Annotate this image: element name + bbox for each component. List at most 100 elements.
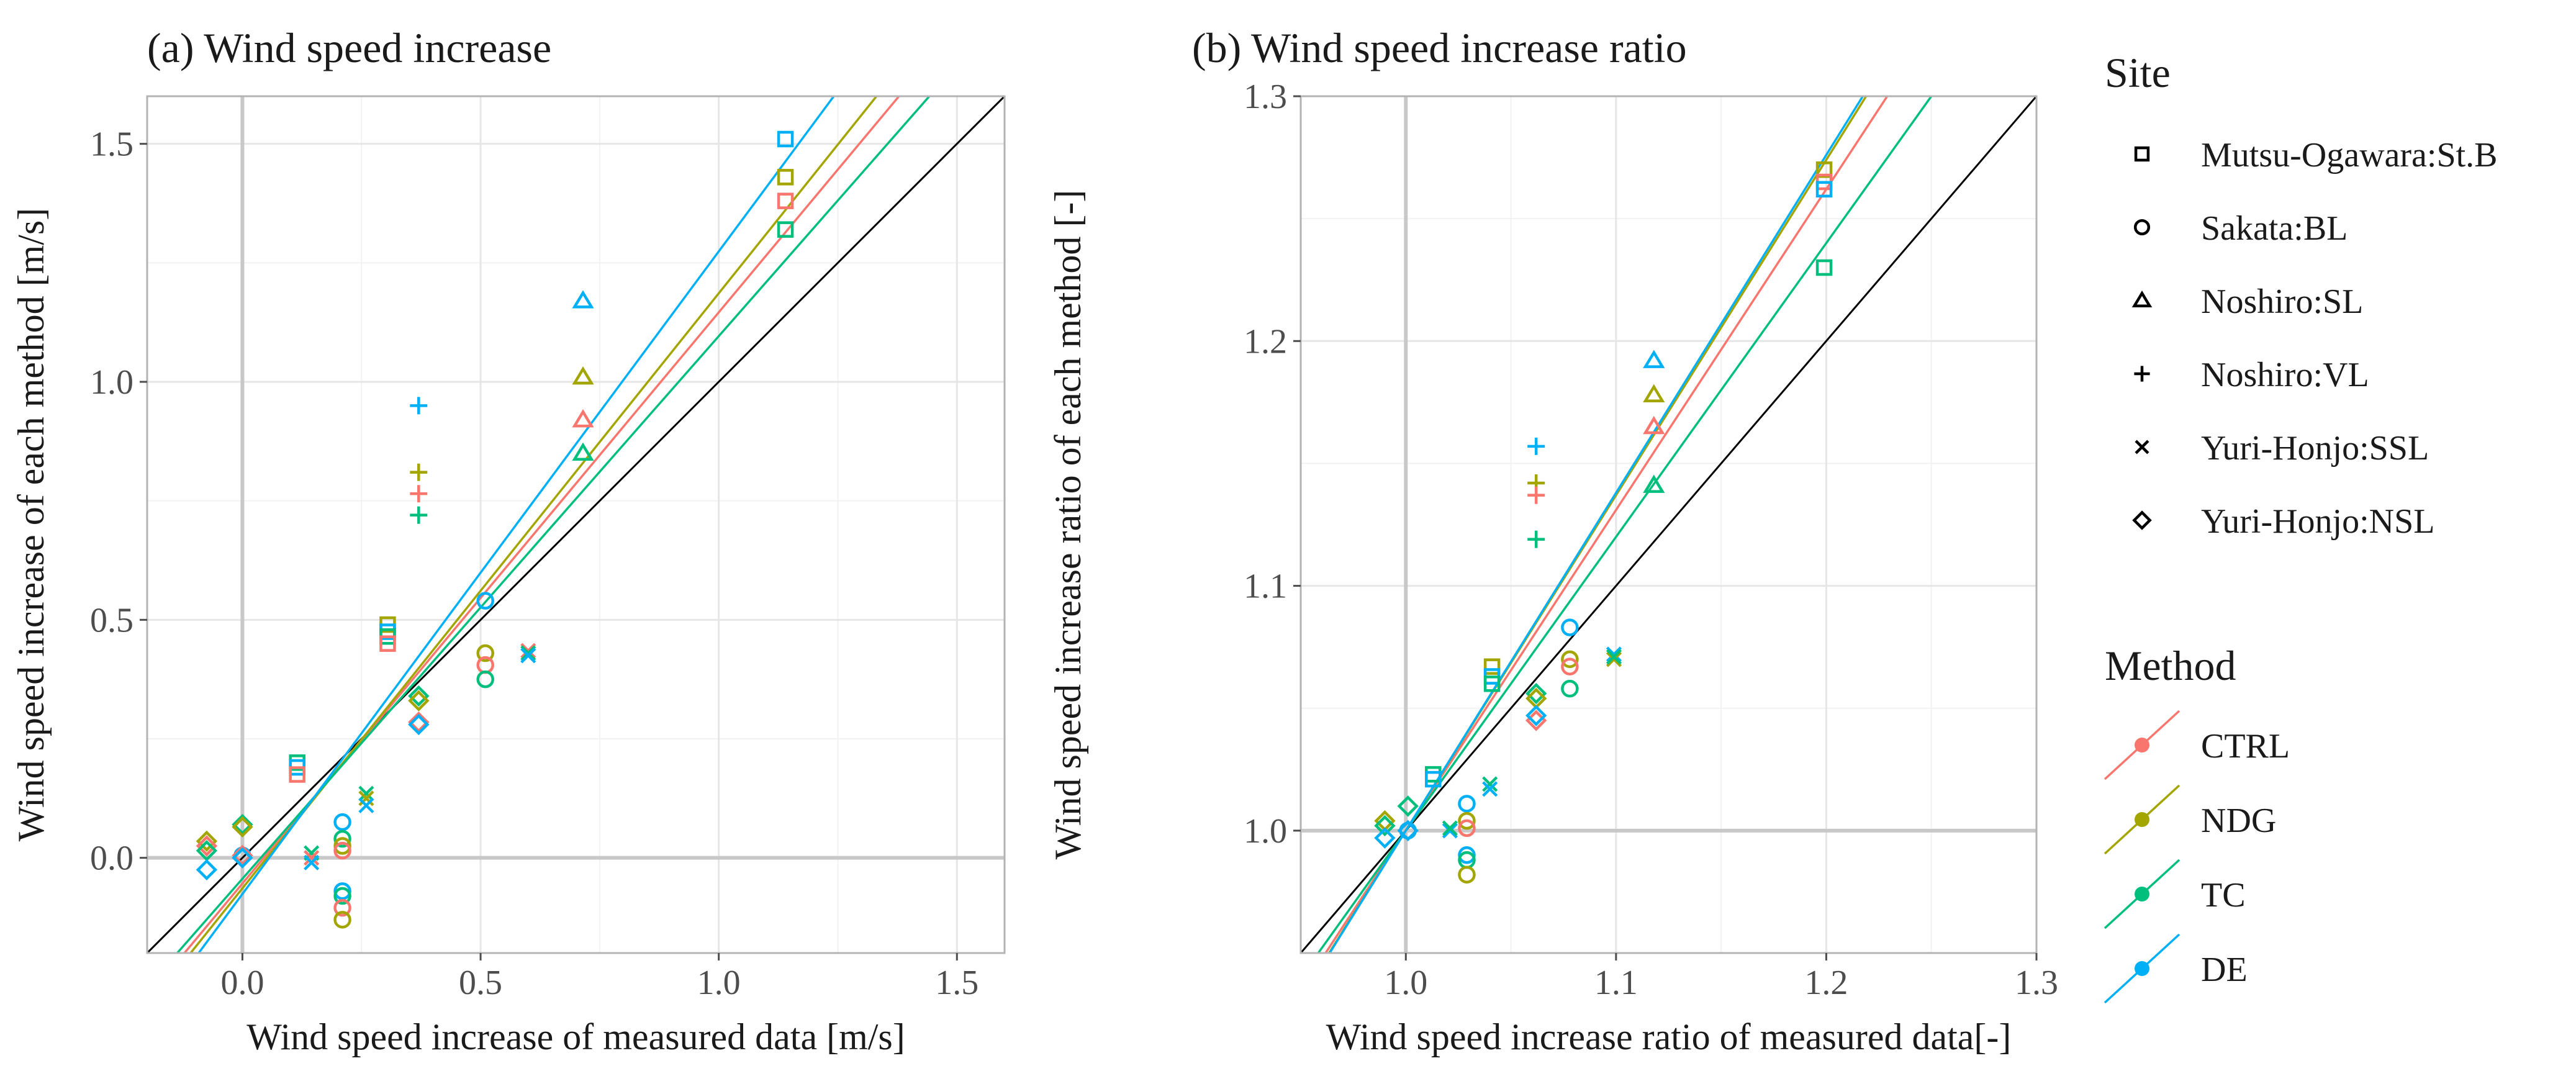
triangle-icon bbox=[2131, 290, 2153, 308]
fit-line-ctrl bbox=[183, 96, 901, 953]
panel-border bbox=[1299, 95, 2038, 954]
fit-line-tc bbox=[176, 96, 931, 953]
data-point bbox=[777, 221, 794, 238]
panel-title: (a) Wind speed increase bbox=[147, 24, 551, 71]
plus-icon bbox=[2134, 366, 2150, 382]
identity-line bbox=[1301, 96, 2036, 953]
legend-dot-key bbox=[2135, 961, 2149, 976]
data-point bbox=[777, 192, 794, 209]
legend-label: Yuri-Honjo:SSL bbox=[2201, 429, 2429, 468]
data-point bbox=[777, 130, 794, 148]
cross-icon bbox=[2135, 440, 2149, 454]
grid bbox=[147, 96, 1005, 953]
legend-title-method: Method bbox=[2105, 642, 2236, 689]
fit-lines bbox=[1301, 96, 2036, 953]
x-axis-title: Wind speed increase of measured data [m/… bbox=[246, 1016, 905, 1057]
data-point bbox=[1442, 823, 1458, 839]
legend-dot-key bbox=[2135, 812, 2149, 827]
legend-label: Mutsu-Ogawara:St.B bbox=[2201, 136, 2498, 174]
data-point bbox=[408, 713, 430, 736]
data-point bbox=[1458, 865, 1476, 884]
data-point bbox=[358, 797, 374, 813]
x-tick-label: 1.5 bbox=[935, 964, 978, 1002]
y-tick-label: 1.0 bbox=[1244, 812, 1287, 851]
data-point bbox=[358, 785, 374, 802]
data-point bbox=[232, 847, 253, 869]
legend-label: Sakata:BL bbox=[2201, 209, 2348, 248]
legend-item-method: NDG bbox=[2104, 784, 2276, 855]
y-tick-label: 0.0 bbox=[90, 839, 133, 878]
data-point bbox=[410, 463, 428, 481]
fit-line-tc bbox=[1317, 96, 1933, 953]
data-point bbox=[196, 835, 218, 857]
fit-line-de bbox=[197, 96, 836, 953]
x-tick-label: 1.0 bbox=[1384, 964, 1427, 1002]
data-point bbox=[1561, 679, 1579, 698]
data-point bbox=[572, 442, 594, 461]
data-point bbox=[410, 397, 428, 415]
data-point bbox=[476, 592, 494, 610]
data-point bbox=[520, 648, 536, 664]
data-point bbox=[196, 859, 218, 881]
x-tick-label: 1.1 bbox=[1594, 964, 1638, 1002]
legend-item-method: DE bbox=[2104, 933, 2248, 1004]
data-point bbox=[333, 911, 351, 929]
square-icon bbox=[2134, 146, 2150, 162]
legend-label: NDG bbox=[2201, 802, 2276, 840]
data-point bbox=[410, 485, 428, 503]
data-point bbox=[572, 290, 594, 309]
legend-item-site: Yuri-Honjo:NSL bbox=[2132, 502, 2434, 541]
data-point bbox=[1561, 657, 1579, 676]
y-tick-label: 0.5 bbox=[90, 601, 133, 639]
y-tick-label: 1.2 bbox=[1244, 322, 1287, 361]
data-point bbox=[572, 409, 594, 428]
data-point bbox=[408, 685, 430, 707]
data-point bbox=[1643, 384, 1665, 403]
data-point bbox=[1815, 161, 1833, 178]
data-point bbox=[1527, 530, 1545, 548]
data-point bbox=[333, 841, 351, 860]
y-tick-label: 1.5 bbox=[90, 125, 133, 164]
data-point bbox=[1606, 646, 1622, 662]
fit-line-de bbox=[1328, 96, 1864, 953]
y-axis-title: Wind speed increase ratio of each method… bbox=[1047, 190, 1088, 860]
data-point bbox=[520, 645, 536, 661]
data-point bbox=[1606, 649, 1622, 665]
legend-label: CTRL bbox=[2201, 727, 2290, 766]
data-point bbox=[1561, 650, 1579, 669]
diamond-icon bbox=[2132, 510, 2152, 530]
data-point bbox=[1458, 811, 1476, 830]
legend-label: TC bbox=[2201, 876, 2246, 915]
legend-item-method: TC bbox=[2104, 859, 2246, 929]
data-point bbox=[476, 670, 494, 689]
legend-item-site: Yuri-Honjo:SSL bbox=[2135, 429, 2429, 468]
y-tick-label: 1.1 bbox=[1244, 567, 1287, 606]
data-point bbox=[1815, 259, 1833, 276]
legend-label: DE bbox=[2201, 951, 2248, 989]
data-point bbox=[1525, 682, 1547, 705]
data-point bbox=[1397, 820, 1419, 842]
legend-item-site: Mutsu-Ogawara:St.B bbox=[2134, 136, 2498, 174]
data-point bbox=[1442, 820, 1458, 836]
circle-icon bbox=[2133, 219, 2151, 236]
legend-title-site: Site bbox=[2105, 49, 2171, 96]
data-point bbox=[1525, 705, 1547, 726]
fit-lines bbox=[147, 96, 1005, 953]
x-tick-label: 0.0 bbox=[220, 964, 264, 1002]
data-point bbox=[1643, 350, 1665, 368]
x-axis-title: Wind speed increase ratio of measured da… bbox=[1326, 1016, 2012, 1057]
panel-border bbox=[146, 95, 1006, 954]
x-tick-label: 0.5 bbox=[459, 964, 502, 1002]
data-point bbox=[1643, 474, 1665, 493]
data-point bbox=[1482, 781, 1498, 797]
data-point bbox=[1483, 658, 1501, 675]
data-point bbox=[1374, 815, 1396, 837]
x-tick-label: 1.3 bbox=[2015, 964, 2058, 1002]
data-point bbox=[1458, 846, 1476, 864]
data-point bbox=[1527, 437, 1545, 455]
data-point bbox=[304, 854, 320, 870]
data-point bbox=[1458, 819, 1476, 838]
data-point bbox=[777, 169, 794, 186]
